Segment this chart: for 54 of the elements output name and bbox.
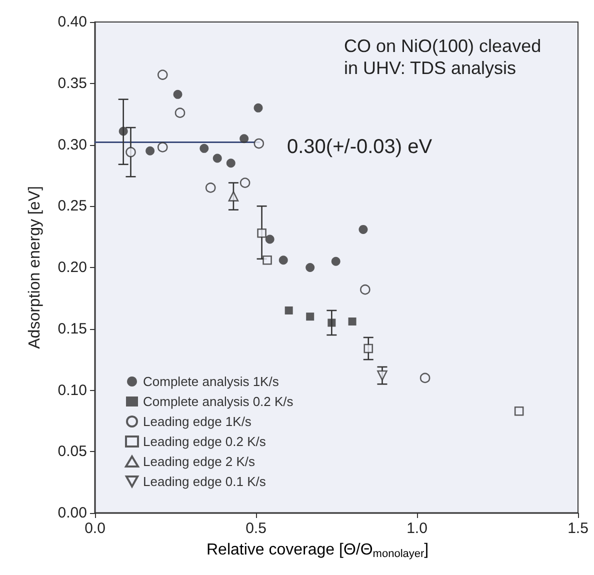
- point: [331, 256, 340, 266]
- y-tick-label: 0.10: [58, 382, 87, 399]
- legend-label: Leading edge 2 K/s: [143, 454, 256, 469]
- point: [257, 228, 266, 238]
- point: [126, 146, 136, 158]
- point: [306, 263, 315, 272]
- x-tick-label: 0.0: [84, 520, 106, 537]
- point: [146, 146, 155, 156]
- point: [265, 234, 274, 244]
- point: [278, 256, 288, 265]
- point: [364, 344, 374, 354]
- x-tick-label: 1.0: [406, 520, 428, 537]
- y-tick-label: 0.40: [58, 14, 87, 30]
- legend-label: Complete analysis 1K/s: [143, 374, 280, 389]
- point: [240, 178, 250, 188]
- point: [254, 103, 263, 112]
- legend-label: Leading edge 0.2 K/s: [143, 434, 266, 449]
- point: [157, 70, 168, 80]
- point: [228, 191, 239, 202]
- point: [306, 312, 314, 321]
- point: [118, 126, 128, 136]
- point: [358, 224, 368, 234]
- point: [205, 182, 216, 193]
- point: [200, 144, 209, 153]
- point: [377, 370, 388, 381]
- point: [212, 154, 222, 163]
- y-axis-title: Adsorption energy [eV]: [26, 186, 44, 349]
- point: [226, 158, 236, 168]
- point: [514, 406, 524, 416]
- point: [420, 372, 430, 384]
- y-tick-label: 0.00: [58, 504, 87, 522]
- point: [254, 138, 264, 149]
- x-tick-label: 0.5: [246, 520, 266, 537]
- point: [240, 134, 249, 144]
- y-tick-label: 0.20: [58, 259, 87, 276]
- annotation: 0.30(+/-0.03) eV: [287, 136, 433, 158]
- y-tick-label: 0.05: [58, 443, 87, 460]
- y-tick-label: 0.30: [58, 136, 87, 154]
- point: [173, 90, 182, 99]
- y-tick-label: 0.35: [58, 74, 87, 92]
- legend-label: Leading edge 1K/s: [143, 414, 252, 429]
- point: [348, 318, 356, 326]
- point: [328, 318, 336, 327]
- x-tick-label: 1.5: [568, 520, 588, 537]
- y-tick-label: 0.25: [58, 198, 87, 215]
- text: CO on NiO(100) cleaved in UHV: TDS analysis: [344, 36, 546, 78]
- y-tick-label: 0.15: [58, 320, 87, 338]
- legend-label: Leading edge 0.1 K/s: [143, 474, 266, 489]
- point: [262, 255, 272, 265]
- point: [157, 142, 168, 152]
- point: [174, 108, 186, 118]
- point: [360, 284, 370, 295]
- point: [284, 306, 293, 314]
- legend-label: Complete analysis 0.2 K/s: [143, 394, 294, 409]
